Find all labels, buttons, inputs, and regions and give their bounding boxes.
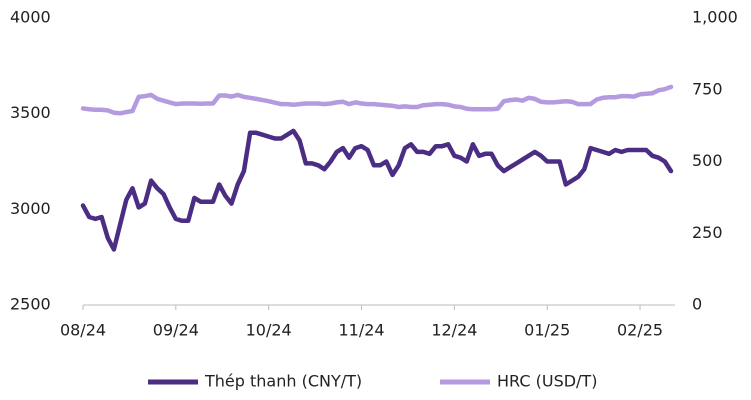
x-tick-label: 02/25 bbox=[617, 321, 663, 340]
x-tick-label: 10/24 bbox=[246, 321, 292, 340]
y-tick-label: 4000 bbox=[10, 8, 51, 27]
x-tick-label: 08/24 bbox=[60, 321, 106, 340]
y2-tick-label: 500 bbox=[692, 151, 723, 170]
series-line bbox=[80, 128, 674, 252]
y2-tick-label: 0 bbox=[692, 295, 702, 314]
y2-tick-label: 750 bbox=[692, 79, 723, 98]
series-line bbox=[80, 84, 674, 116]
x-tick-label: 09/24 bbox=[153, 321, 199, 340]
legend-label: HRC (USD/T) bbox=[497, 372, 597, 391]
legend-label: Thép thanh (CNY/T) bbox=[204, 372, 362, 391]
y-tick-label: 3000 bbox=[10, 199, 51, 218]
x-tick-label: 01/25 bbox=[524, 321, 570, 340]
x-tick-label: 12/24 bbox=[431, 321, 477, 340]
y2-tick-label: 1,000 bbox=[692, 8, 738, 27]
x-tick-label: 11/24 bbox=[338, 321, 384, 340]
y-tick-label: 3500 bbox=[10, 103, 51, 122]
y-tick-label: 2500 bbox=[10, 295, 51, 314]
y2-tick-label: 250 bbox=[692, 223, 723, 242]
